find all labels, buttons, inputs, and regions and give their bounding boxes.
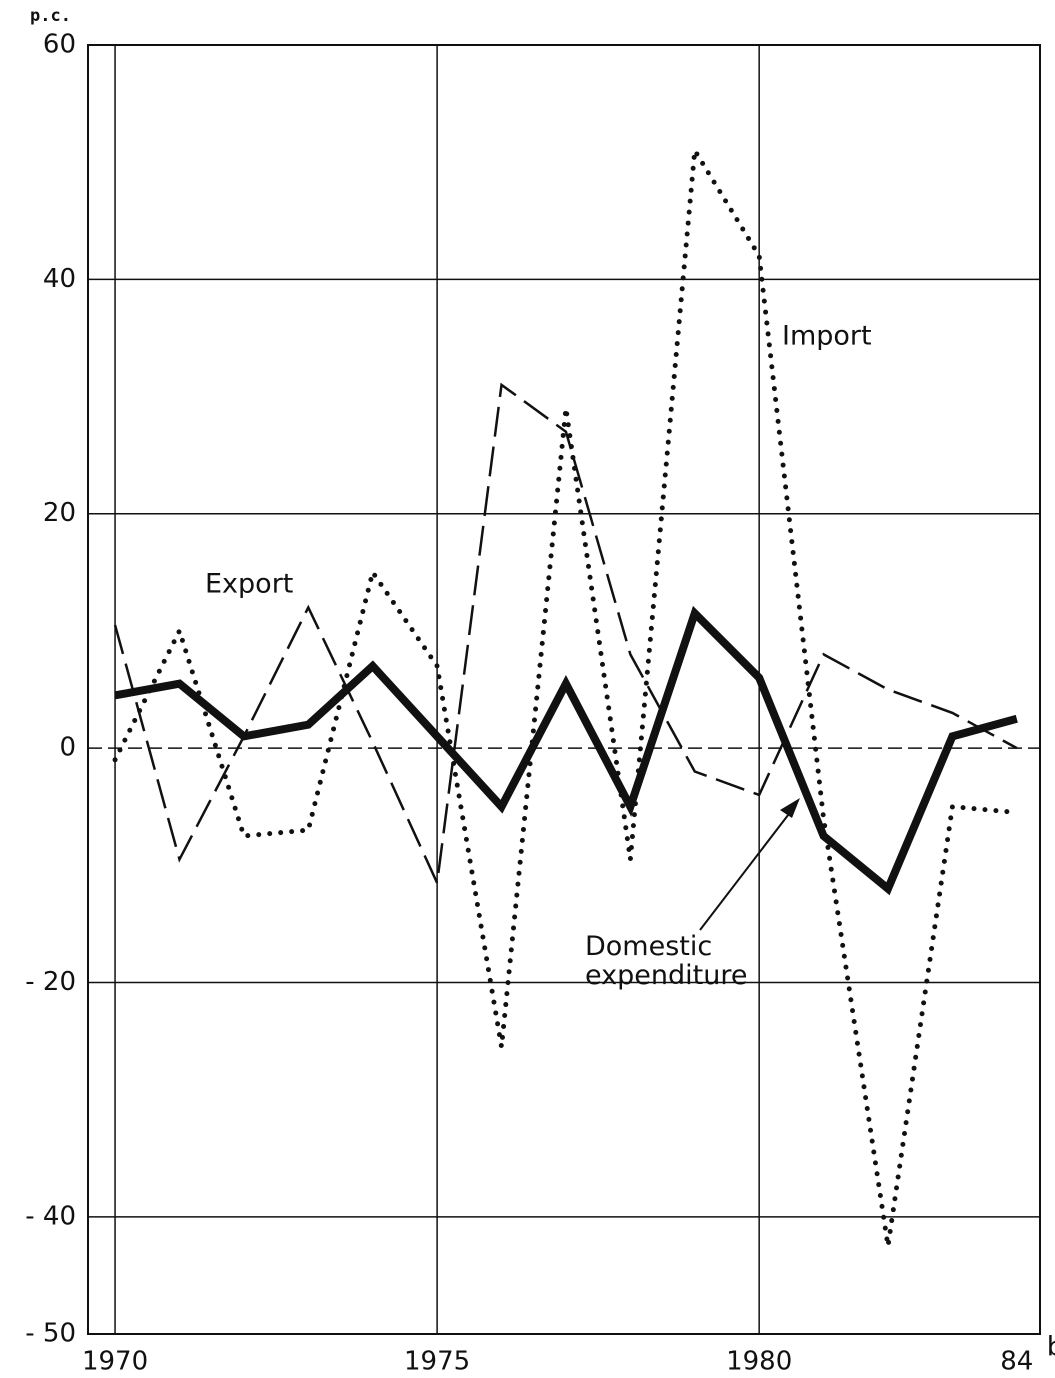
y-tick-label: 20 — [43, 498, 76, 528]
x-tick-label: 1980 — [726, 1347, 792, 1377]
x-tick-label: 1975 — [404, 1347, 470, 1377]
annotation-arrow — [699, 805, 796, 931]
x-tick-label: 1970 — [82, 1347, 148, 1377]
y-tick-label: - 40 — [25, 1201, 76, 1231]
series-line — [114, 605, 1018, 896]
x-tick-note: b — [1047, 1332, 1055, 1363]
series-line — [112, 142, 1020, 1247]
series-label: Domestic expenditure — [585, 931, 747, 991]
y-tick-label: 0 — [59, 733, 76, 763]
y-tick-label: - 50 — [25, 1319, 76, 1349]
y-tick-label: 60 — [43, 30, 76, 60]
arrow-head — [780, 798, 800, 818]
y-tick-label: - 20 — [25, 967, 76, 997]
x-tick-label: 84 — [1000, 1347, 1033, 1377]
series-label: Export — [205, 569, 293, 600]
y-tick-label: 40 — [43, 264, 76, 294]
series-line — [113, 382, 1018, 888]
y-axis-label: p.c. — [30, 6, 71, 26]
series-label: Import — [782, 321, 872, 352]
